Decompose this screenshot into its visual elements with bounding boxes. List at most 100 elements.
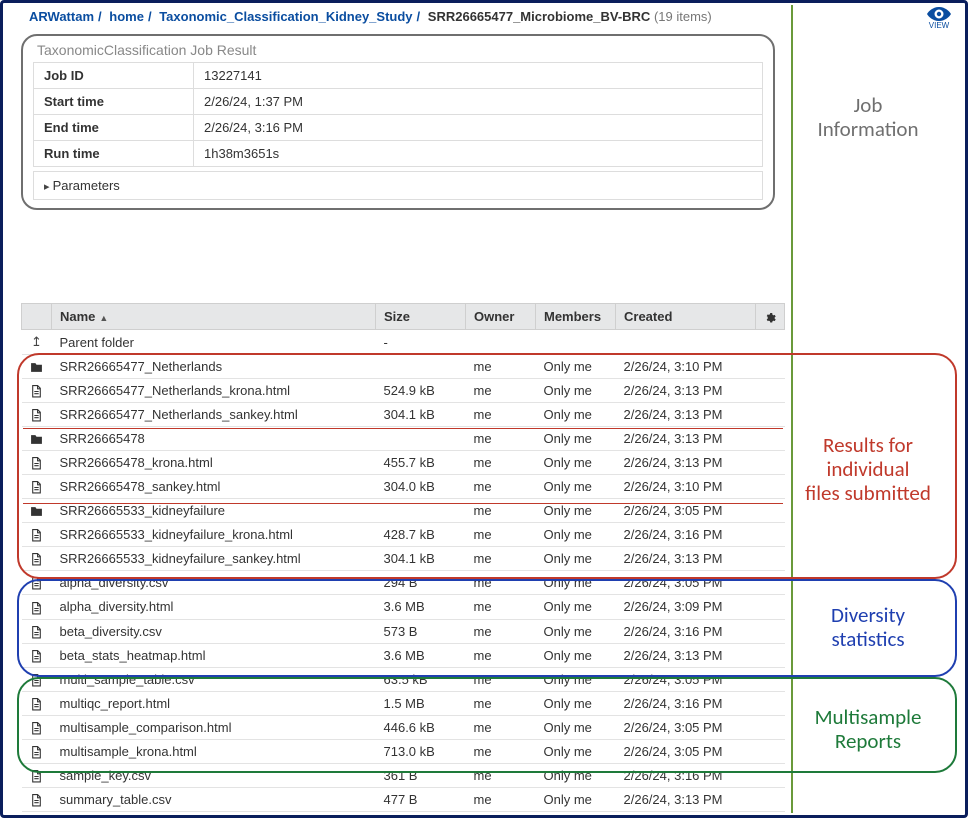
file-row[interactable]: summary_table.csv477 BmeOnly me2/26/24, … — [22, 787, 785, 811]
file-size: 524.9 kB — [376, 379, 466, 403]
file-members: Only me — [536, 571, 616, 595]
sort-asc-icon: ▲ — [95, 313, 108, 323]
job-panel-title: TaxonomicClassification Job Result — [33, 42, 763, 62]
file-created: 2/26/24, 3:05 PM — [616, 499, 756, 523]
file-members: Only me — [536, 595, 616, 619]
file-members: Only me — [536, 787, 616, 811]
col-size[interactable]: Size — [376, 304, 466, 330]
file-created: 2/26/24, 3:09 PM — [616, 595, 756, 619]
file-name: alpha_diversity.csv — [52, 571, 376, 595]
col-created[interactable]: Created — [616, 304, 756, 330]
folder-icon — [22, 355, 52, 379]
meta-row: Start time2/26/24, 1:37 PM — [34, 89, 763, 115]
file-created: 2/26/24, 3:13 PM — [616, 427, 756, 451]
file-owner: me — [466, 595, 536, 619]
parent-folder-row[interactable]: ↥ Parent folder - — [22, 330, 785, 355]
file-created: 2/26/24, 3:10 PM — [616, 355, 756, 379]
file-size: 63.5 kB — [376, 667, 466, 691]
file-name: SRR26665533_kidneyfailure_krona.html — [52, 523, 376, 547]
file-row[interactable]: alpha_diversity.csv294 BmeOnly me2/26/24… — [22, 571, 785, 595]
file-row[interactable]: SRR26665477_Netherlands_krona.html524.9 … — [22, 379, 785, 403]
up-arrow-icon: ↥ — [22, 330, 52, 355]
file-icon — [22, 763, 52, 787]
file-owner: me — [466, 499, 536, 523]
file-row[interactable]: SRR26665478_krona.html455.7 kBmeOnly me2… — [22, 451, 785, 475]
file-row[interactable]: SRR26665533_kidneyfailure_krona.html428.… — [22, 523, 785, 547]
column-settings-button[interactable] — [756, 304, 785, 330]
file-members: Only me — [536, 739, 616, 763]
file-members: Only me — [536, 427, 616, 451]
file-row[interactable]: beta_stats_heatmap.html3.6 MBmeOnly me2/… — [22, 643, 785, 667]
file-icon — [22, 571, 52, 595]
file-name: SRR26665533_kidneyfailure_sankey.html — [52, 547, 376, 571]
file-row[interactable]: beta_diversity.csv573 BmeOnly me2/26/24,… — [22, 619, 785, 643]
file-size: 304.1 kB — [376, 547, 466, 571]
file-created: 2/26/24, 3:13 PM — [616, 379, 756, 403]
crumb-current: SRR26665477_Microbiome_BV-BRC — [428, 9, 651, 24]
view-badge[interactable]: VIEW — [927, 7, 951, 30]
file-icon — [22, 403, 52, 427]
file-row[interactable]: SRR26665533_kidneyfailure_sankey.html304… — [22, 547, 785, 571]
crumb-user[interactable]: ARWattam — [29, 9, 94, 24]
file-members: Only me — [536, 667, 616, 691]
col-owner[interactable]: Owner — [466, 304, 536, 330]
file-size: 428.7 kB — [376, 523, 466, 547]
file-created: 2/26/24, 3:16 PM — [616, 763, 756, 787]
file-row[interactable]: multisample_krona.html713.0 kBmeOnly me2… — [22, 739, 785, 763]
file-size: 3.6 MB — [376, 595, 466, 619]
file-created: 2/26/24, 3:13 PM — [616, 403, 756, 427]
file-icon — [22, 787, 52, 811]
breadcrumb: ARWattam/ home/ Taxonomic_Classification… — [3, 3, 965, 30]
file-icon — [22, 691, 52, 715]
file-row[interactable]: multiqc_report.html1.5 MBmeOnly me2/26/2… — [22, 691, 785, 715]
file-icon — [22, 715, 52, 739]
file-owner: me — [466, 667, 536, 691]
file-row[interactable]: multi_sample_table.csv63.5 kBmeOnly me2/… — [22, 667, 785, 691]
meta-key: Run time — [34, 141, 194, 167]
file-created: 2/26/24, 3:05 PM — [616, 667, 756, 691]
file-owner: me — [466, 739, 536, 763]
file-icon — [22, 739, 52, 763]
file-name: multisample_krona.html — [52, 739, 376, 763]
meta-row: Job ID13227141 — [34, 63, 763, 89]
file-size: 455.7 kB — [376, 451, 466, 475]
file-members: Only me — [536, 451, 616, 475]
annotation-label-multisample: MultisampleReports — [783, 705, 953, 753]
file-owner: me — [466, 763, 536, 787]
meta-key: Job ID — [34, 63, 194, 89]
file-size: 477 B — [376, 787, 466, 811]
file-row[interactable]: SRR26665533_kidneyfailuremeOnly me2/26/2… — [22, 499, 785, 523]
crumb-home[interactable]: home — [109, 9, 144, 24]
parameters-expander[interactable]: Parameters — [33, 171, 763, 200]
col-name[interactable]: Name▲ — [52, 304, 376, 330]
file-owner: me — [466, 571, 536, 595]
file-name: SRR26665477_Netherlands_sankey.html — [52, 403, 376, 427]
annotation-label-diversity: Diversitystatistics — [783, 603, 953, 651]
col-members[interactable]: Members — [536, 304, 616, 330]
file-row[interactable]: alpha_diversity.html3.6 MBmeOnly me2/26/… — [22, 595, 785, 619]
meta-row: End time2/26/24, 3:16 PM — [34, 115, 763, 141]
file-row[interactable]: multisample_comparison.html446.6 kBmeOnl… — [22, 715, 785, 739]
annotation-label-job: JobInformation — [783, 93, 953, 141]
file-created: 2/26/24, 3:16 PM — [616, 691, 756, 715]
file-created: 2/26/24, 3:13 PM — [616, 451, 756, 475]
file-name: SRR26665478 — [52, 427, 376, 451]
file-members: Only me — [536, 547, 616, 571]
file-row[interactable]: SRR26665477_Netherlands_sankey.html304.1… — [22, 403, 785, 427]
file-row[interactable]: SRR26665478_sankey.html304.0 kBmeOnly me… — [22, 475, 785, 499]
file-row[interactable]: sample_key.csv361 BmeOnly me2/26/24, 3:1… — [22, 763, 785, 787]
file-created: 2/26/24, 3:13 PM — [616, 547, 756, 571]
file-row[interactable]: SRR26665477_NetherlandsmeOnly me2/26/24,… — [22, 355, 785, 379]
meta-val: 13227141 — [194, 63, 763, 89]
file-icon — [22, 619, 52, 643]
file-members: Only me — [536, 403, 616, 427]
crumb-study[interactable]: Taxonomic_Classification_Kidney_Study — [159, 9, 412, 24]
file-name: beta_diversity.csv — [52, 619, 376, 643]
file-icon — [22, 643, 52, 667]
file-created: 2/26/24, 3:13 PM — [616, 787, 756, 811]
parent-size: - — [376, 330, 466, 355]
file-row[interactable]: SRR26665478meOnly me2/26/24, 3:13 PM — [22, 427, 785, 451]
file-size: 304.1 kB — [376, 403, 466, 427]
file-created: 2/26/24, 3:05 PM — [616, 571, 756, 595]
view-label: VIEW — [929, 21, 949, 30]
